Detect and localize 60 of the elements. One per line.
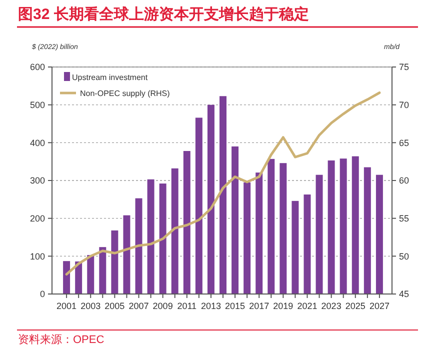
- bar: [123, 215, 130, 294]
- bar: [364, 167, 371, 294]
- bar: [352, 156, 359, 294]
- bar: [328, 160, 335, 294]
- bar: [195, 118, 202, 294]
- y-tick-label: 300: [30, 176, 45, 186]
- x-tick-label: 2027: [369, 301, 390, 311]
- x-tick-label: 2005: [104, 301, 125, 311]
- bar: [232, 146, 239, 294]
- x-tick-label: 2017: [249, 301, 270, 311]
- y2-tick-label: 50: [399, 251, 410, 262]
- line-series: [65, 91, 381, 276]
- x-tick-label: 2023: [321, 301, 342, 311]
- y2-tick-label: 45: [399, 289, 410, 300]
- x-tick-label: 2025: [345, 301, 366, 311]
- bar: [147, 179, 154, 294]
- bar: [376, 174, 383, 294]
- y2-tick-label: 70: [399, 100, 410, 110]
- bar: [63, 261, 70, 294]
- bar: [87, 255, 94, 294]
- x-tick-label: 2003: [80, 301, 101, 311]
- x-tick-label: 2015: [225, 301, 246, 311]
- y-tick-label: 400: [30, 138, 45, 148]
- bar: [340, 158, 347, 294]
- bar: [111, 230, 118, 294]
- y-tick-label: 0: [40, 289, 45, 300]
- bar: [256, 172, 263, 294]
- legend-label: Upstream investment: [72, 72, 148, 82]
- y-tick-label: 500: [30, 100, 45, 110]
- y2-tick-label: 75: [399, 62, 410, 72]
- x-tick-label: 2001: [56, 301, 77, 311]
- bar: [171, 168, 178, 294]
- bar: [159, 184, 166, 294]
- bar: [244, 182, 251, 294]
- y2-tick-label: 60: [399, 176, 410, 186]
- bar: [220, 96, 226, 294]
- bar: [316, 174, 323, 294]
- y2-tick-label: 65: [399, 138, 410, 148]
- legend-label: Non-OPEC supply (RHS): [80, 88, 170, 98]
- y-tick-label: 100: [30, 251, 45, 262]
- bar: [280, 163, 287, 294]
- bar: [183, 150, 190, 294]
- x-tick-label: 2007: [128, 301, 149, 311]
- x-tick-label: 2021: [297, 301, 318, 311]
- x-tick-label: 2013: [200, 301, 221, 311]
- y-tick-label: 600: [30, 62, 45, 72]
- bar: [99, 247, 106, 294]
- text: 资料来源：OPEC: [18, 333, 104, 346]
- x-tick-label: 2011: [177, 301, 197, 311]
- bar: [304, 194, 311, 294]
- bar: [268, 158, 275, 294]
- y-tick-label: 200: [30, 213, 45, 224]
- bar: [207, 104, 214, 294]
- x-tick-label: 2009: [152, 301, 173, 311]
- x-tick-label: 2019: [273, 301, 294, 311]
- bar: [292, 200, 299, 294]
- bar: [75, 261, 82, 294]
- chart-title: 图32 长期看全球上游资本开支增长趋于稳定: [18, 5, 309, 23]
- y2-tick-label: 55: [399, 213, 410, 224]
- bar: [135, 198, 142, 294]
